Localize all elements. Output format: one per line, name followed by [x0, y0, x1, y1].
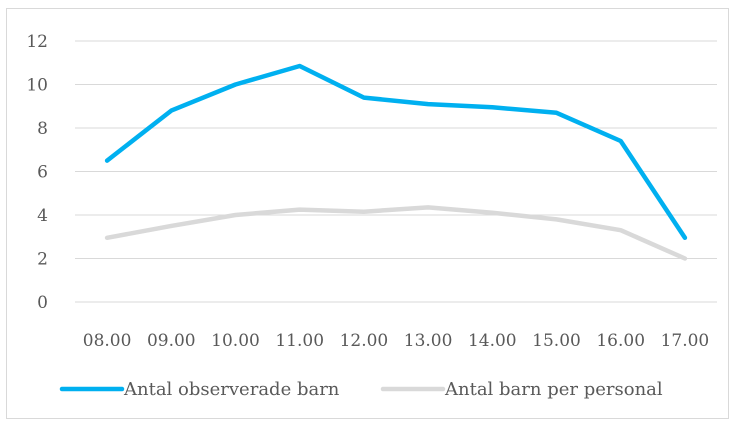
- x-axis-ticks: 08.00 09.00 10.00 11.00 12.00 13.00 14.00 15.00…: [83, 331, 709, 351]
- x-tick-label: 09.00: [147, 331, 196, 351]
- series-lines: [104, 63, 688, 261]
- y-tick-label: 4: [37, 206, 48, 226]
- x-tick-label: 12.00: [340, 331, 389, 351]
- x-tick-label: 13.00: [404, 331, 453, 351]
- x-tick-label: 16.00: [596, 331, 645, 351]
- legend: Antal observerade barn Antal barn per per…: [59, 379, 663, 400]
- x-tick-label: 11.00: [275, 331, 324, 351]
- gridlines: [75, 40, 717, 303]
- y-tick-label: 2: [37, 250, 48, 270]
- x-tick-label: 15.00: [532, 331, 581, 351]
- x-tick-label: 17.00: [661, 331, 710, 351]
- y-tick-label: 12: [26, 32, 48, 52]
- y-tick-label: 8: [37, 119, 48, 139]
- y-tick-label: 10: [26, 76, 48, 96]
- legend-label-1: Antal observerade barn: [123, 379, 340, 400]
- y-tick-label: 6: [37, 163, 48, 183]
- x-tick-label: 08.00: [83, 331, 132, 351]
- legend-label-2: Antal barn per personal: [444, 379, 663, 400]
- series-line-1: [104, 63, 688, 241]
- y-axis-ticks: 0 2 4 6 8 10 12: [26, 32, 48, 313]
- x-tick-label: 10.00: [211, 331, 260, 351]
- y-tick-label: 0: [37, 293, 48, 313]
- x-tick-label: 14.00: [468, 331, 517, 351]
- series-line-2: [104, 205, 688, 261]
